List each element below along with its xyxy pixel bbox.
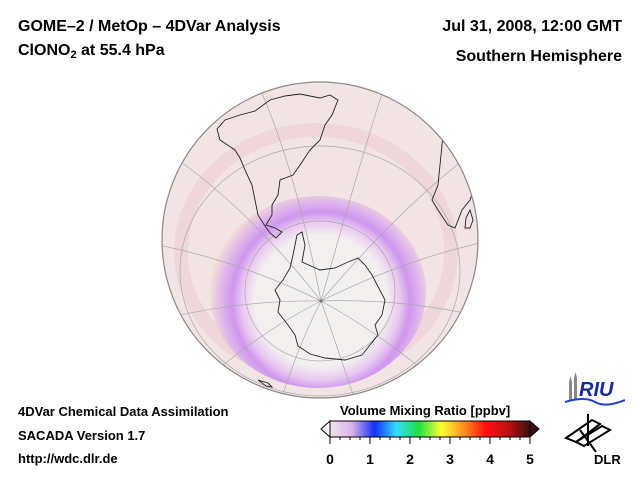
meridian-line xyxy=(320,226,478,302)
hemisphere-label: Southern Hemisphere xyxy=(455,48,622,65)
colorbar-tick-label: 1 xyxy=(366,451,374,467)
globe-map xyxy=(161,81,479,399)
colorbar-tick-label: 2 xyxy=(406,451,414,467)
latitude-circle xyxy=(244,220,396,362)
colorbar-tick-label: 5 xyxy=(526,451,534,467)
meridian-line xyxy=(234,82,322,302)
footer-line-2: SACADA Version 1.7 xyxy=(18,428,146,443)
colorbar-ticks xyxy=(329,437,531,444)
colorbar-tick-label: 0 xyxy=(326,451,334,467)
title-line-1: GOME–2 / MetOp – 4DVar Analysis xyxy=(18,18,281,35)
colorbar-gradient xyxy=(329,420,531,438)
meridian-line xyxy=(162,110,322,302)
coast-antarctica xyxy=(274,231,386,361)
colorbar-tick-label: 3 xyxy=(446,451,454,467)
meridian-line xyxy=(320,82,401,302)
coast-madagascar xyxy=(464,208,474,229)
species-subscript: 2 xyxy=(70,49,77,61)
dlr-text: DLR xyxy=(594,452,621,467)
south-pole-marker xyxy=(319,299,323,303)
pressure-level: at 55.4 hPa xyxy=(76,42,165,59)
colorbar-tick-label: 4 xyxy=(486,451,494,467)
dlr-emblem-icon xyxy=(563,414,613,453)
riu-text: RIU xyxy=(579,379,614,401)
colorbar-title: Volume Mixing Ratio [ppbv] xyxy=(340,403,511,418)
footer-line-1: 4DVar Chemical Data Assimilation xyxy=(18,404,229,419)
meridian-line xyxy=(241,300,322,398)
riu-logo: RIU xyxy=(565,372,625,406)
globe-outline xyxy=(161,81,479,399)
meridian-line xyxy=(320,300,408,398)
globe-body xyxy=(162,82,478,398)
footer-link[interactable]: http://wdc.dlr.de xyxy=(18,451,118,466)
dlr-logo: DLR xyxy=(563,414,621,467)
colorbar xyxy=(320,420,540,444)
species-title: ClONO2 at 55.4 hPa xyxy=(18,42,165,61)
coast-south-america xyxy=(216,93,339,239)
colorbar-min-extend xyxy=(320,420,331,439)
polar-vortex-ring xyxy=(210,196,426,388)
species-name: ClONO xyxy=(18,42,71,59)
cathedral-icon xyxy=(569,372,577,400)
colorbar-max-extend xyxy=(529,420,540,439)
meridian-line xyxy=(320,106,478,302)
coast-new-zealand xyxy=(257,379,274,388)
wave-icon xyxy=(565,398,625,406)
latitude-circle xyxy=(179,145,461,397)
date-label: Jul 31, 2008, 12:00 GMT xyxy=(442,18,622,35)
